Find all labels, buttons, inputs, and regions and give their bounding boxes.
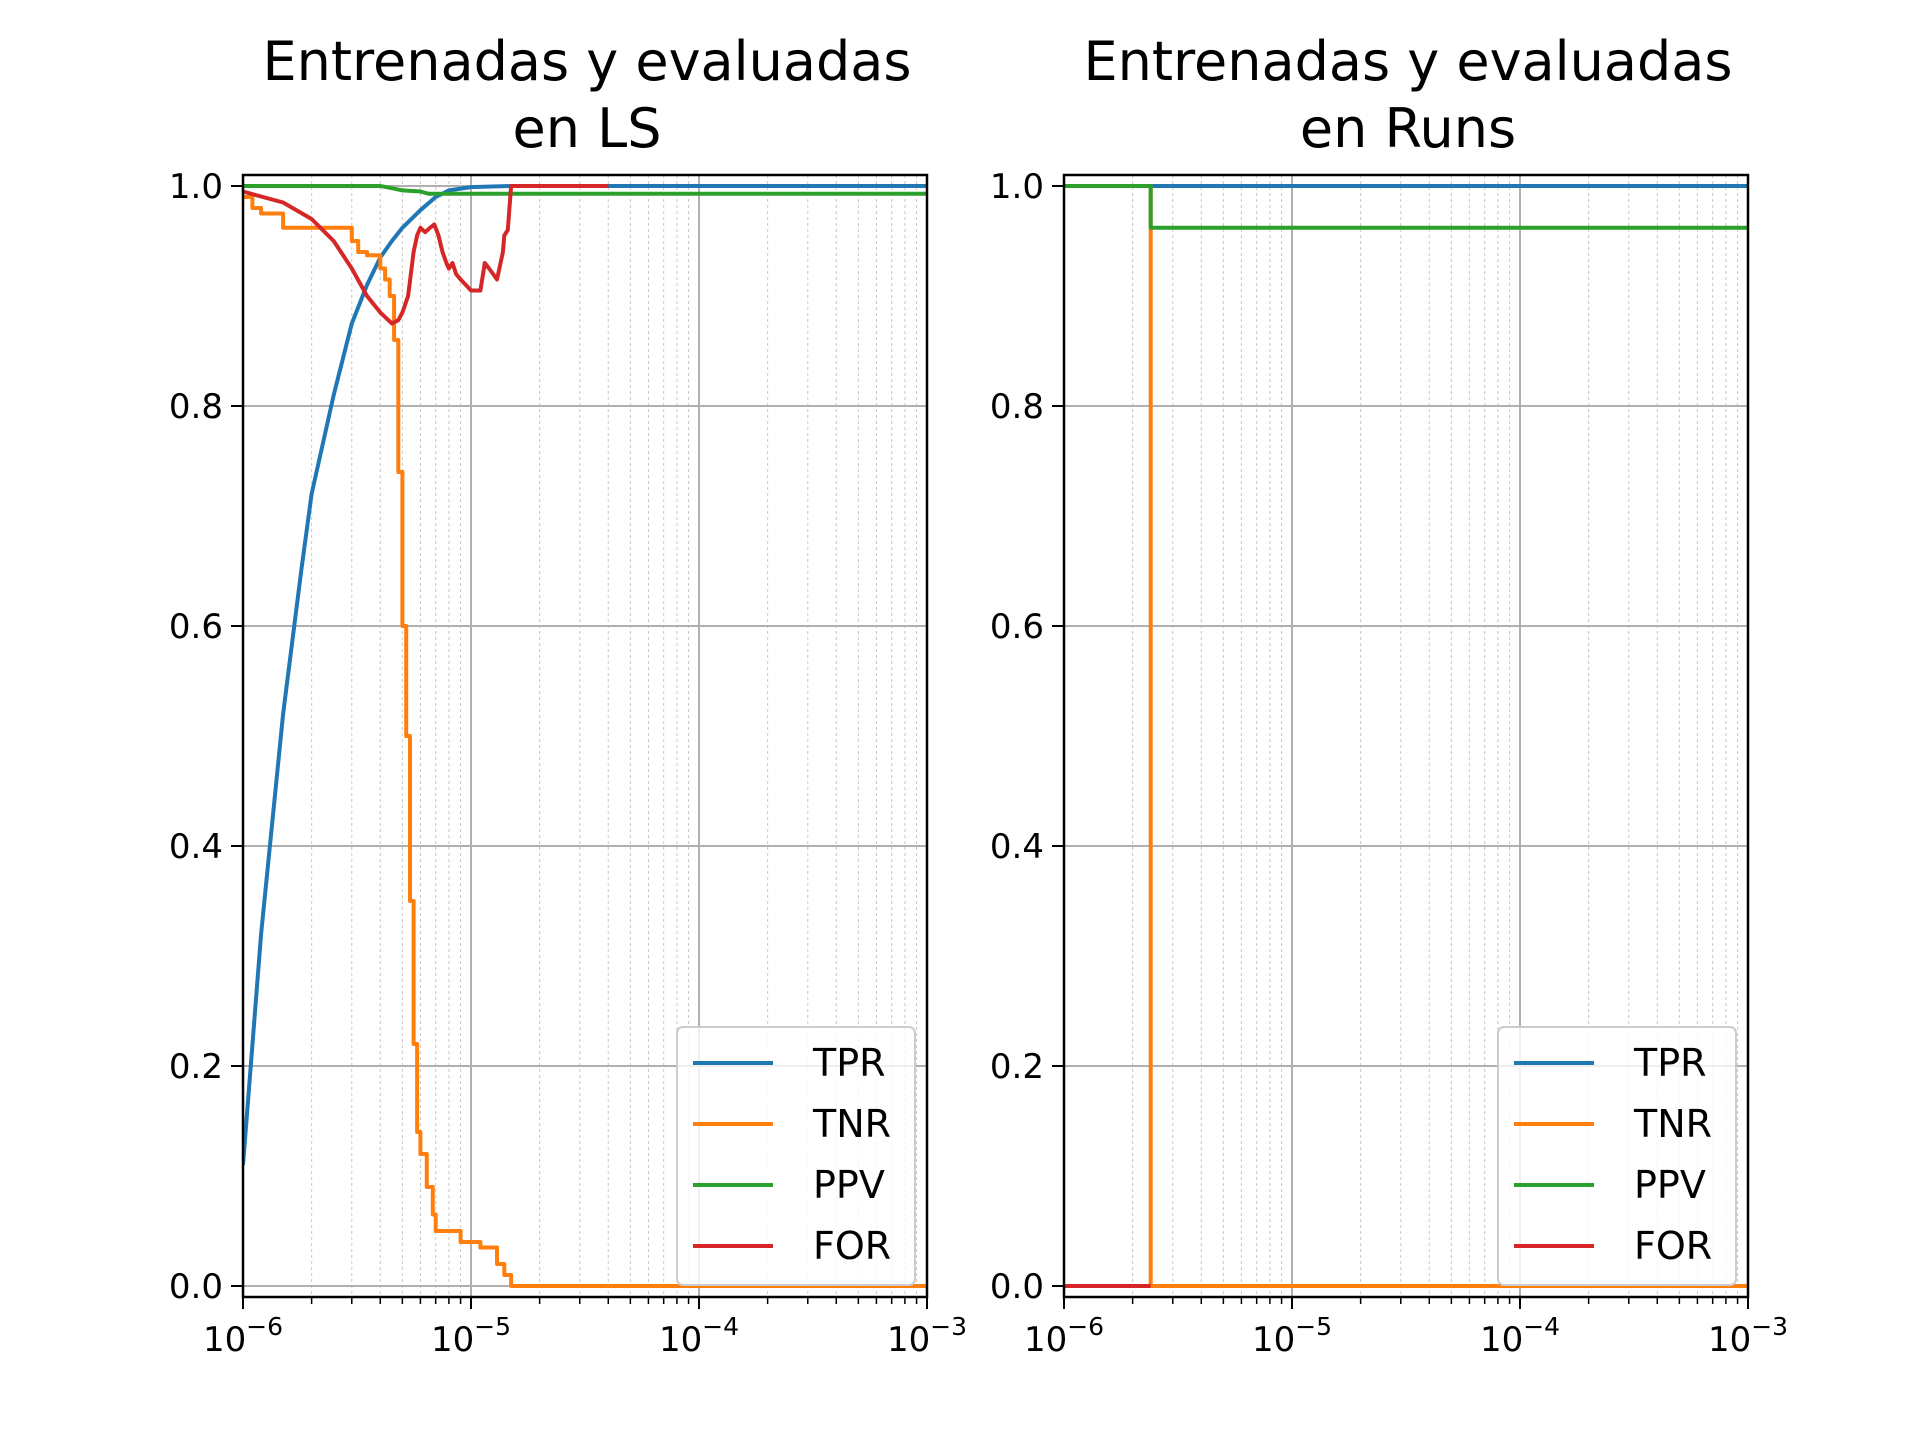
chart-ls: Entrenadas y evaluadas en LS 10−6 10−5 10−… [169,30,967,1360]
chart-runs: Entrenadas y evaluadas en Runs 10−6 10−5 1… [990,30,1788,1360]
x-tick-base: 10 [1024,1320,1067,1360]
series-line-for [243,184,609,326]
x-tick-label: 10−5 [1252,1312,1332,1360]
legend-label: PPV [813,1163,885,1207]
x-tick-base: 10 [1708,1320,1751,1360]
y-tick-label: 0.2 [169,1047,223,1087]
series-line-ppv [1064,184,1748,230]
legend-label: TNR [812,1102,891,1146]
y-tick-label: 1.0 [169,167,223,207]
y-tick-label: 0.0 [990,1267,1044,1307]
x-tick-exponent: −4 [1523,1312,1560,1341]
y-tick-label: 0.4 [990,827,1044,867]
series-lines [243,184,927,1288]
x-tick-base: 10 [1480,1320,1523,1360]
y-tick-label: 0.8 [169,387,223,427]
plot-frame [1062,173,1750,1299]
x-tick-label: 10−6 [203,1312,283,1360]
axes: 10−6 10−5 10−4 10−30.00.20.40.60.81.0 [169,167,967,1360]
series-line-ppv [243,184,927,196]
legend-label: FOR [813,1224,891,1268]
legend-label: TPR [1633,1041,1707,1085]
x-tick-base: 10 [431,1320,474,1360]
legend: TPR TNR PPV FOR [1497,1026,1737,1286]
x-tick-label: 10−3 [1708,1312,1788,1360]
legend-label: TNR [1633,1102,1712,1146]
x-tick-exponent: −5 [1295,1312,1332,1341]
legend-label: PPV [1634,1163,1706,1207]
x-tick-exponent: −4 [702,1312,739,1341]
legend-box [676,1026,916,1286]
y-tick-label: 0.6 [169,607,223,647]
x-tick-label: 10−6 [1024,1312,1104,1360]
x-tick-base: 10 [203,1320,246,1360]
legend-label: FOR [1634,1224,1712,1268]
x-tick-exponent: −3 [1751,1312,1788,1341]
plot-frame [241,173,929,1299]
x-tick-exponent: −6 [1067,1312,1104,1341]
chart-title-line-1: Entrenadas y evaluadas [263,30,912,93]
x-tick-base: 10 [887,1320,930,1360]
legend: TPR TNR PPV FOR [676,1026,916,1286]
x-tick-label: 10−3 [887,1312,967,1360]
y-tick-label: 0.2 [990,1047,1044,1087]
y-tick-label: 0.6 [990,607,1044,647]
y-tick-label: 0.0 [169,1267,223,1307]
series-line-tnr [243,195,927,1288]
axes: 10−6 10−5 10−4 10−30.00.20.40.60.81.0 [990,167,1788,1360]
x-tick-exponent: −5 [474,1312,511,1341]
chart-title-line-2: en Runs [1300,97,1516,160]
x-tick-label: 10−4 [659,1312,739,1360]
x-tick-label: 10−4 [1480,1312,1560,1360]
y-tick-label: 0.8 [990,387,1044,427]
x-tick-base: 10 [659,1320,702,1360]
legend-label: TPR [812,1041,886,1085]
x-tick-base: 10 [1252,1320,1295,1360]
y-tick-label: 1.0 [990,167,1044,207]
x-tick-label: 10−5 [431,1312,511,1360]
legend-box [1497,1026,1737,1286]
x-tick-exponent: −3 [930,1312,967,1341]
chart-title-line-1: Entrenadas y evaluadas [1084,30,1733,93]
chart-title-line-2: en LS [513,97,662,160]
y-tick-label: 0.4 [169,827,223,867]
series-lines [1064,184,1748,1288]
x-tick-exponent: −6 [246,1312,283,1341]
